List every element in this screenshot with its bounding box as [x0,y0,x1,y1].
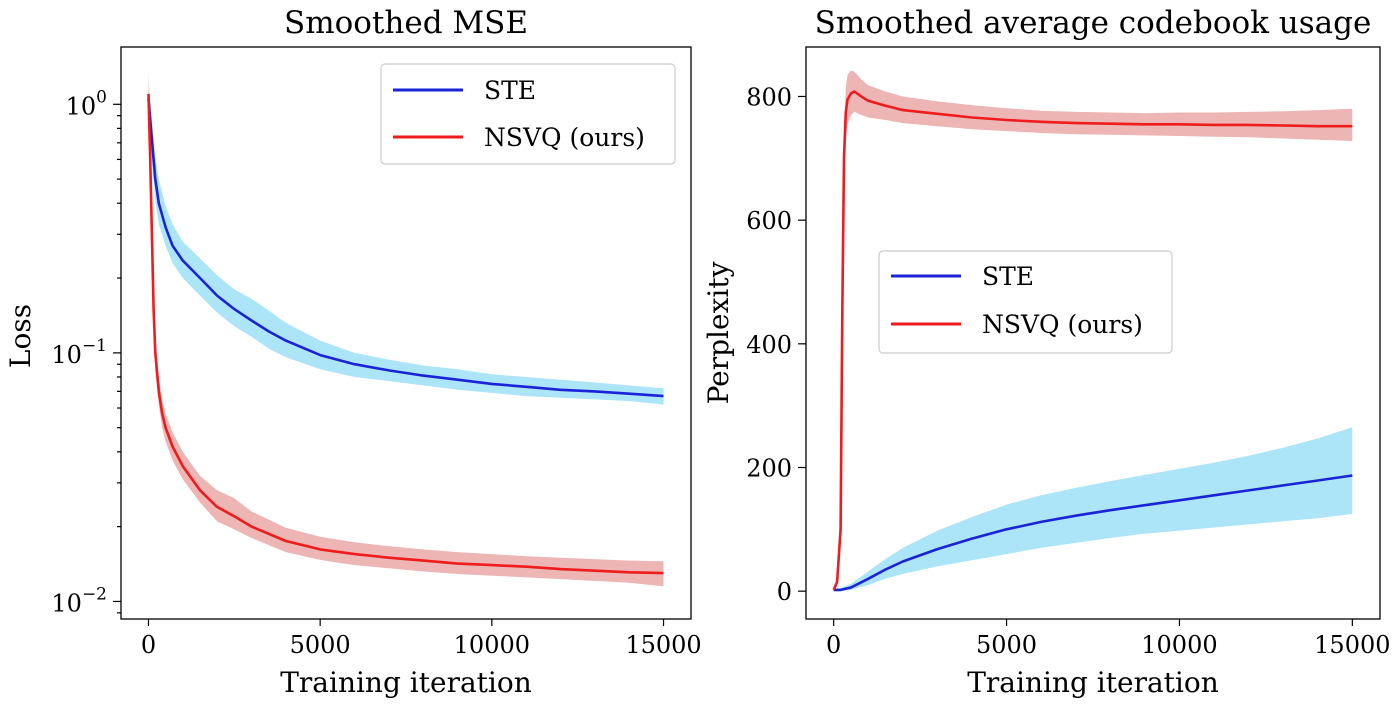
legend: STE NSVQ (ours) [878,250,1173,354]
legend-label-nsvq: NSVQ (ours) [484,123,645,152]
y-tick-label: 600 [746,207,792,235]
band-ste [148,80,664,405]
x-tick-label: 5000 [290,631,351,659]
x-ticks: 0 5000 10000 15000 [141,619,702,659]
legend-label-ste: STE [484,76,536,105]
series-line-ste [147,98,664,398]
x-tick-label: 15000 [1314,631,1390,659]
y-ticks: 0 200 400 600 800 [746,83,806,606]
x-tick-label: 0 [141,631,156,659]
x-tick-label: 10000 [1141,631,1217,659]
legend-label-ste: STE [982,262,1034,291]
y-tick-label: 200 [746,454,792,482]
legend: STE NSVQ (ours) [380,63,676,165]
y-tick-label: 100 [66,87,107,120]
legend-label-nsvq: NSVQ (ours) [982,310,1143,339]
y-tick-label: 10−2 [51,584,107,617]
y-axis-label: Loss [4,304,37,368]
plot-frame [120,46,692,620]
confidence-bands [148,71,664,587]
chart-title: Smoothed average codebook usage [815,5,1372,41]
y-tick-label: 400 [746,331,792,359]
y-tick-label: 10−1 [51,336,107,369]
chart-perplexity: Smoothed average codebook usage Perplexi… [702,5,1391,699]
x-axis-label: Training iteration [280,666,532,699]
series-line-nsvq [832,90,1353,591]
plot-frame [805,46,1381,620]
band-nsvq [833,70,1353,592]
confidence-bands [833,70,1353,592]
series-lines [147,93,664,575]
x-axis-label: Training iteration [967,666,1219,699]
y-tick-label: 0 [777,578,792,606]
y-ticks: 100 10−1 10−2 [51,87,121,617]
y-axis-label: Perplexity [702,261,735,404]
series-line-ste [833,474,1353,592]
series-line-nsvq [147,93,664,575]
x-ticks: 0 5000 10000 15000 [826,619,1391,659]
band-ste [833,427,1353,592]
x-tick-label: 15000 [625,631,701,659]
x-tick-label: 5000 [976,631,1037,659]
series-lines [832,90,1353,592]
y-tick-label: 800 [746,83,792,111]
x-tick-label: 0 [826,631,841,659]
chart-title: Smoothed MSE [284,5,528,41]
chart-mse: Smoothed MSE Loss Training iteration 0 50… [4,5,702,699]
x-tick-label: 10000 [454,631,530,659]
